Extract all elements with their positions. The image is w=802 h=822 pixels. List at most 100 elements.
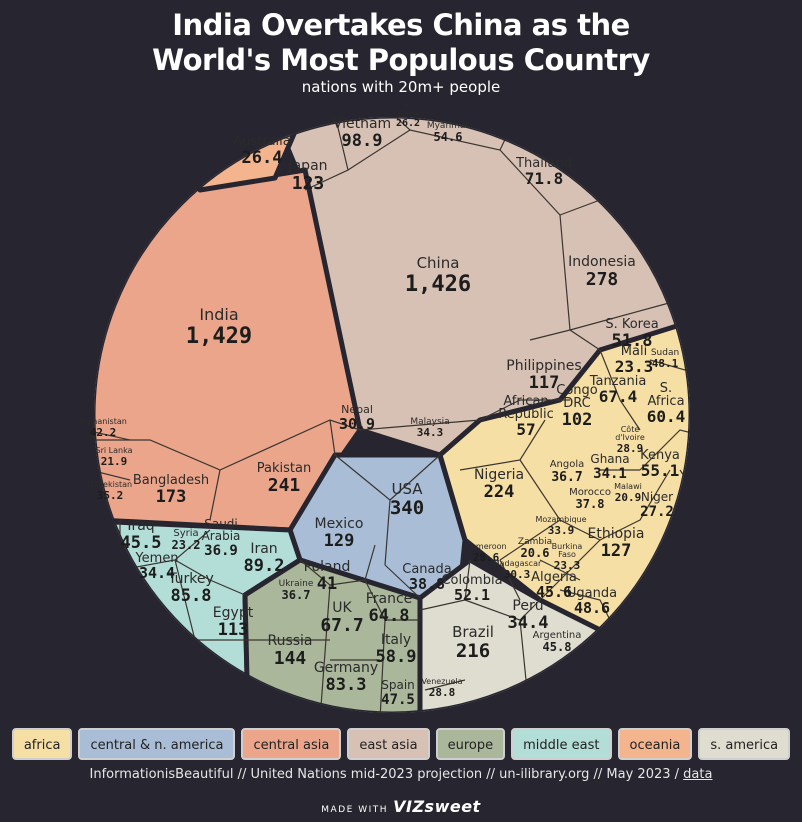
country-value-syria: 23.2 — [172, 538, 201, 552]
country-value-mali: 23.3 — [615, 357, 654, 376]
legend: africa central & n. america central asia ea… — [0, 728, 802, 760]
country-value-germany: 83.3 — [326, 675, 367, 695]
country-border-21 — [499, 519, 561, 561]
country-name-afghanistan: Afghanistan — [79, 417, 127, 426]
country-name-japan: Japan — [287, 158, 327, 174]
country-name-ghana: Ghana — [590, 452, 629, 466]
country-value-uzbekistan: 35.2 — [97, 489, 124, 502]
country-value-thailand: 71.8 — [525, 169, 564, 188]
country-name-kenya: Kenya — [640, 448, 680, 463]
country-border-12 — [329, 419, 336, 456]
country-name-uk: UK — [332, 600, 352, 616]
country-name-congo-drc-0: Congo — [556, 383, 598, 398]
legend-item-europe[interactable]: europe — [435, 728, 506, 760]
chart-title-line-2: World's Most Populous Country — [152, 43, 650, 77]
country-name-saudi-arabia-1: Arabia — [202, 529, 241, 543]
country-value-nigeria: 224 — [484, 482, 515, 502]
country-name-nigeria: Nigeria — [474, 467, 524, 483]
country-border-26 — [679, 469, 690, 501]
country-value-france: 64.8 — [369, 606, 410, 626]
country-name-yemen: Yemen — [134, 551, 178, 566]
country-value-myanmar: 54.6 — [434, 130, 463, 144]
legend-item-middle-east[interactable]: middle east — [511, 728, 612, 760]
country-border-9 — [359, 419, 481, 431]
country-value-mozambique: 33.9 — [548, 524, 575, 537]
country-border-42 — [519, 599, 541, 621]
country-value-peru: 34.4 — [508, 613, 549, 633]
country-name-c-te-d-ivoire-0: Côte — [621, 424, 640, 434]
country-value-argentina: 45.8 — [543, 640, 572, 654]
country-value-malaysia: 34.3 — [417, 426, 444, 439]
country-value-nepal: 30.9 — [339, 415, 375, 433]
made-with-badge[interactable]: MADE WITH VIZsweet — [0, 797, 802, 816]
country-border-1 — [347, 129, 561, 216]
footer-text: InformationisBeautiful // United Nations… — [89, 767, 684, 782]
country-name-congo-drc-1: DRC — [563, 396, 590, 411]
country-value-saudi-arabia: 36.9 — [204, 543, 238, 559]
country-name-mexico: Mexico — [315, 516, 364, 532]
country-name-nepal: Nepal — [341, 403, 373, 416]
country-value-uk: 67.7 — [320, 615, 363, 636]
country-value-madagascar: 30.3 — [504, 568, 531, 581]
country-value-russia: 144 — [274, 648, 307, 669]
country-value-algeria: 45.6 — [536, 583, 572, 601]
legend-item-s-america[interactable]: s. america — [698, 728, 791, 760]
legend-item-africa[interactable]: africa — [11, 728, 73, 760]
country-name-pakistan: Pakistan — [257, 461, 311, 476]
country-name-madagascar: Madagascar — [493, 559, 542, 568]
country-value-cameroon: 28.6 — [473, 551, 500, 564]
country-name-s-africa-1: Africa — [647, 394, 684, 409]
country-value-s-korea: 51.8 — [612, 331, 653, 351]
country-name-zambia: Zambia — [518, 537, 552, 547]
country-name-malawi: Malawi — [614, 482, 642, 491]
country-value-afghanistan: 42.2 — [90, 426, 117, 439]
country-name-niger: Niger — [641, 490, 673, 504]
country-name-turkey: Turkey — [167, 571, 214, 587]
country-name-colombia: Colombia — [441, 573, 502, 588]
country-name-burkina-faso-1: Faso — [558, 550, 576, 559]
country-value-tanzania: 67.4 — [599, 387, 638, 406]
country-value-brazil: 216 — [456, 640, 490, 662]
legend-item-oceania[interactable]: oceania — [617, 728, 693, 760]
legend-item-central-n-america[interactable]: central & n. america — [78, 728, 236, 760]
country-value-ukraine: 36.7 — [282, 588, 311, 602]
country-value-sri-lanka: 21.9 — [101, 455, 128, 468]
country-name-mozambique: Mozambique — [535, 515, 586, 524]
country-value-kenya: 55.1 — [641, 461, 680, 480]
country-value-turkey: 85.8 — [171, 586, 212, 606]
country-name-african-republic-1: Republic — [498, 407, 554, 422]
country-name-argentina: Argentina — [533, 630, 582, 641]
country-value-yemen: 34.4 — [139, 564, 175, 582]
country-value-niger: 27.2 — [640, 504, 674, 520]
country-border-23 — [639, 429, 690, 471]
country-name-malaysia: Malaysia — [410, 417, 449, 427]
data-link[interactable]: data — [683, 767, 713, 782]
country-border-17 — [384, 564, 421, 599]
region-cell-central-asia — [94, 167, 363, 533]
legend-item-east-asia[interactable]: east asia — [347, 728, 430, 760]
country-value-poland: 41 — [317, 574, 337, 594]
country-border-20 — [539, 539, 601, 601]
country-name-iran: Iran — [250, 541, 277, 557]
country-value-indonesia: 278 — [586, 269, 619, 290]
country-value-china: 1,426 — [405, 272, 471, 297]
legend-item-central-asia[interactable]: central asia — [241, 728, 342, 760]
country-name-egypt: Egypt — [213, 605, 254, 621]
country-value-colombia: 52.1 — [454, 586, 490, 604]
made-with-prefix: MADE WITH — [321, 805, 389, 815]
country-name-sri-lanka: Sri Lanka — [96, 446, 133, 455]
country-name-syria: Syria — [173, 528, 198, 539]
country-value-malawi: 20.9 — [615, 491, 642, 504]
country-name-mali: Mali — [621, 344, 647, 359]
country-border-31 — [174, 559, 246, 596]
country-value-ghana: 34.1 — [593, 466, 627, 482]
country-name-tanzania: Tanzania — [589, 374, 647, 389]
country-name-spain: Spain — [381, 678, 415, 692]
country-value-canada: 38.8 — [409, 575, 445, 593]
country-value-congo-drc: 102 — [562, 410, 593, 430]
country-border-10 — [94, 439, 221, 521]
country-border-24 — [599, 349, 641, 431]
country-name-c-te-d-ivoire-1: d'Ivoire — [615, 433, 645, 442]
country-value-vietnam: 98.9 — [342, 131, 383, 151]
country-name-ethiopia: Ethiopia — [587, 526, 644, 542]
